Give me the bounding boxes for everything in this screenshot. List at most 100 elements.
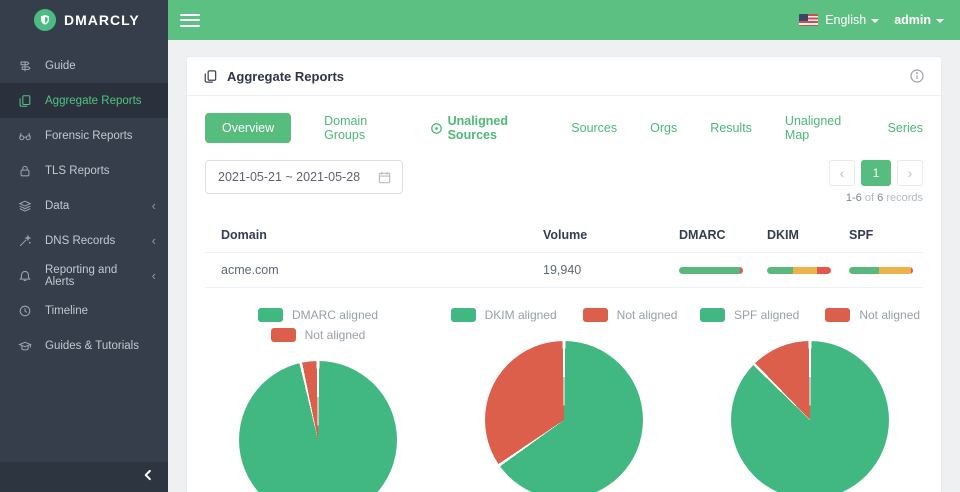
sidebar-item-tls-reports[interactable]: TLS Reports [0,153,168,188]
dkim-pie-column: DKIM aligned Not aligned [441,308,687,492]
tab-label: Domain Groups [324,114,368,142]
sidebar: DMARCLY Guide Aggregate Reports Forensic… [0,0,168,492]
legend-spf-aligned[interactable]: SPF aligned [699,308,800,322]
legend-swatch-green [257,308,283,322]
records-unit: records [886,192,923,204]
sidebar-item-label: Aggregate Reports [45,94,142,107]
calendar-icon [377,170,392,185]
us-flag-icon [799,14,819,26]
records-of: of [864,192,875,204]
tab-label: Unaligned Sources [447,114,509,142]
glasses-icon [18,128,33,143]
caret-down-icon [871,18,880,23]
legend-label: Not aligned [304,328,366,342]
legend-swatch-red [825,308,851,322]
sidebar-item-label: Guides & Tutorials [45,339,139,352]
legend-dmarc-not-aligned[interactable]: Not aligned [270,328,366,342]
caret-down-icon [936,18,944,23]
tab-label: Unaligned Map [784,114,842,142]
dkim-alignment-bar [767,266,831,274]
tab-domain-groups[interactable]: Domain Groups [324,114,397,142]
sidebar-item-aggregate-reports[interactable]: Aggregate Reports [0,83,168,118]
tab-sources[interactable]: Sources [571,121,617,135]
legend-dmarc-aligned[interactable]: DMARC aligned [257,308,379,322]
tab-series[interactable]: Series [888,121,923,135]
column-header-dkim: DKIM [767,228,799,242]
aggregate-reports-card: Aggregate Reports Overview Domain Groups… [186,56,942,492]
sidebar-menu: Guide Aggregate Reports Forensic Reports… [0,40,168,462]
sidebar-item-data[interactable]: Data ‹ [0,188,168,223]
language-label: English [825,13,867,27]
tab-orgs[interactable]: Orgs [650,121,677,135]
tab-unaligned-sources[interactable]: Unaligned Sources [430,114,539,142]
legend-label: DMARC aligned [291,308,379,322]
legend-swatch-green [699,308,725,322]
sidebar-item-forensic-reports[interactable]: Forensic Reports [0,118,168,153]
table-header-row: Domain Volume DMARC DKIM SPF [205,218,923,253]
chevron-left-icon: ‹ [151,268,156,283]
sidebar-item-guide[interactable]: Guide [0,48,168,83]
user-menu[interactable]: admin [894,13,944,27]
volume-cell: 19,940 [543,263,582,277]
pages-icon [18,93,33,108]
bell-icon [18,268,33,283]
sidebar-item-label: Timeline [45,304,89,317]
spf-pie-column: SPF aligned Not aligned [687,308,933,492]
legend-label: SPF aligned [733,308,800,322]
chevron-left-icon: ‹ [151,198,156,213]
dkim-pie-chart [485,341,643,492]
username-label: admin [894,13,931,27]
records-range: 1-6 [845,192,862,204]
page-title: Aggregate Reports [227,68,345,84]
dmarc-pie-chart [239,361,397,492]
date-range-input[interactable] [218,170,373,184]
sidebar-item-label: TLS Reports [45,164,110,177]
filter-row: ‹ 1 › 1-6 of 6 records [187,156,941,212]
sidebar-item-reporting-and-alerts[interactable]: Reporting and Alerts ‹ [0,258,168,293]
sidebar-collapse-button[interactable] [0,462,168,492]
legend-spf-not-aligned[interactable]: Not aligned [825,308,920,322]
domain-cell: acme.com [221,263,279,277]
layers-icon [18,198,33,213]
legend-dkim-aligned[interactable]: DKIM aligned [450,308,557,322]
pagination-page-1-button[interactable]: 1 [861,160,891,186]
domains-table: Domain Volume DMARC DKIM SPF acme.com 19… [187,212,941,288]
records-count: 1-6 of 6 records [829,192,923,204]
graduation-cap-icon [18,338,33,353]
legend-label: Not aligned [616,308,678,322]
table-row[interactable]: acme.com 19,940 [205,253,923,288]
topbar-right: English admin [799,13,944,27]
brand-name: DMARCLY [64,12,140,28]
tab-results[interactable]: Results [710,121,752,135]
main-area: English admin Aggregate Reports Overview… [168,0,960,492]
language-selector[interactable]: English [825,13,880,27]
tab-label: Orgs [650,121,678,135]
tab-unaligned-map[interactable]: Unaligned Map [785,114,855,142]
sidebar-item-label: DNS Records [45,234,116,247]
dmarc-pie-column: DMARC aligned Not aligned [195,308,441,492]
legend-swatch-green [450,308,476,322]
sidebar-item-dns-records[interactable]: DNS Records ‹ [0,223,168,258]
shield-logo-icon [34,9,56,31]
records-total: 6 [877,192,884,204]
tab-label: Sources [571,121,618,135]
dmarc-alignment-bar [679,266,743,274]
legend-label: Not aligned [859,308,921,322]
lock-icon [18,163,33,178]
topbar: English admin [168,0,960,40]
pagination-next-button[interactable]: › [897,160,923,186]
column-header-spf: SPF [849,228,874,242]
collapse-chevron-left-icon [142,468,154,486]
pages-icon [203,69,218,84]
hamburger-menu-icon[interactable] [180,13,200,27]
date-range-picker[interactable] [205,160,403,194]
brand-logo[interactable]: DMARCLY [0,0,168,40]
info-icon[interactable] [909,68,925,84]
pie-charts-section: DMARC aligned Not aligned DKIM aligned [187,288,941,492]
sidebar-item-label: Data [45,199,70,212]
pagination-prev-button[interactable]: ‹ [829,160,855,186]
tab-overview[interactable]: Overview [205,113,292,143]
legend-dkim-not-aligned[interactable]: Not aligned [582,308,678,322]
sidebar-item-timeline[interactable]: Timeline [0,293,168,328]
sidebar-item-guides-tutorials[interactable]: Guides & Tutorials [0,328,168,363]
